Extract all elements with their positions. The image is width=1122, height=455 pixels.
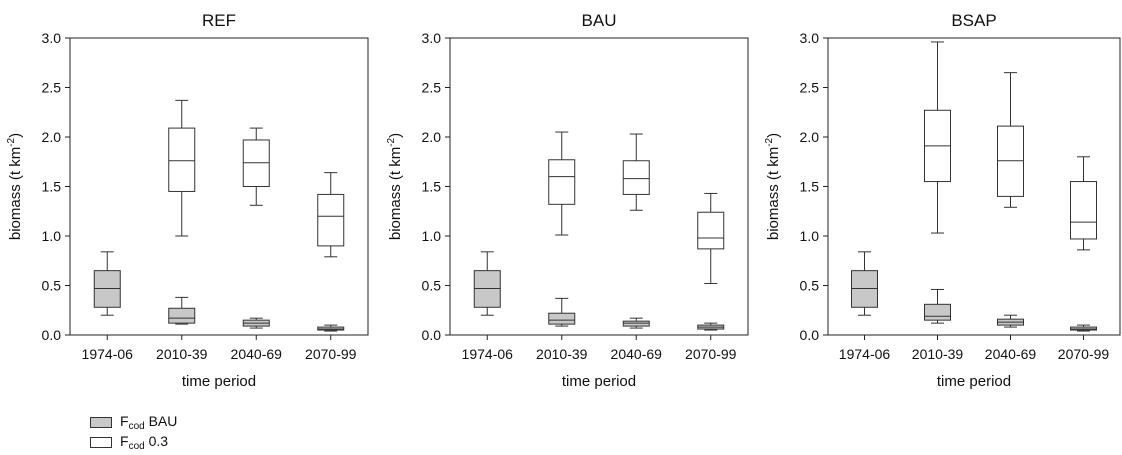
y-tick-label: 2.5 (800, 80, 820, 96)
x-tick-label: 2010-39 (912, 346, 964, 362)
x-tick-label: 1974-06 (462, 346, 514, 362)
y-tick-label: 0.5 (42, 278, 62, 294)
box-iqr (548, 159, 576, 205)
box-fcod-bau (1070, 324, 1097, 332)
chart-panel-2: BAU 0.0 0.5 1.0 1.5 2.0 2.5 3.0 1974-06 2010-39 20… (386, 11, 749, 390)
box-fcod-03 (548, 131, 576, 236)
x-tick-label: 2070-99 (685, 346, 737, 362)
x-tick-label: 1974-06 (82, 346, 134, 362)
box-iqr (1070, 181, 1097, 240)
box-fcod-bau (93, 251, 121, 316)
y-tick-label: 1.5 (422, 179, 442, 195)
box-iqr (168, 307, 196, 324)
box-fcod-bau (924, 288, 951, 324)
box-fcod-03 (1070, 156, 1097, 251)
chart-title: BAU (582, 11, 617, 30)
box-fcod-03 (924, 41, 951, 234)
chart-panel-1: REF 0.0 0.5 1.0 1.5 2.0 2.5 3.0 1974-06 2010-39 20… (6, 11, 369, 390)
chart-title: REF (202, 11, 236, 30)
box-iqr (168, 127, 196, 192)
x-tick-label: 2040-69 (611, 346, 663, 362)
y-tick-label: 3.0 (422, 30, 442, 46)
box-fcod-03 (168, 99, 196, 237)
legend-swatch-03 (90, 436, 112, 448)
x-tick-label: 1974-06 (839, 346, 891, 362)
y-tick-label: 2.5 (42, 80, 62, 96)
box-iqr (622, 160, 650, 195)
y-tick-label: 1.0 (422, 228, 442, 244)
box-fcod-bau (622, 317, 650, 329)
y-tick-label: 0.5 (422, 278, 442, 294)
y-tick-label: 2.0 (800, 129, 820, 145)
x-tick-label: 2070-99 (1058, 346, 1110, 362)
y-tick-label: 0.0 (800, 327, 820, 343)
y-tick-label: 2.5 (422, 80, 442, 96)
x-axis-label: time period (562, 373, 636, 390)
y-tick-label: 1.5 (42, 179, 62, 195)
x-tick-label: 2010-39 (156, 346, 208, 362)
box-fcod-03 (242, 127, 270, 206)
box-fcod-03 (997, 72, 1024, 208)
legend-swatch-bau (90, 416, 112, 428)
x-tick-label: 2010-39 (536, 346, 588, 362)
legend: Fcod BAU Fcod 0.3 (90, 412, 177, 452)
chart-title: BSAP (951, 11, 996, 30)
box-iqr (924, 303, 951, 321)
box-fcod-03 (622, 133, 650, 211)
y-tick-label: 3.0 (42, 30, 62, 46)
box-fcod-bau (473, 251, 501, 316)
y-tick-label: 2.0 (422, 129, 442, 145)
chart-svg: REF 0.0 0.5 1.0 1.5 2.0 2.5 3.0 1974-06 2010-39 20… (6, 11, 1121, 390)
box-fcod-bau (317, 324, 345, 332)
y-tick-label: 1.0 (800, 228, 820, 244)
y-tick-label: 2.0 (42, 129, 62, 145)
box-fcod-bau (548, 297, 576, 327)
y-axis-label: biomass (t km-2) (386, 133, 404, 240)
chart-panel-3: BSAP 0.0 0.5 1.0 1.5 2.0 2.5 3.0 1974-06 2010-39 2… (764, 11, 1121, 390)
box-fcod-bau (997, 314, 1024, 328)
y-axis-label: biomass (t km-2) (764, 133, 782, 240)
x-axis-label: time period (182, 373, 256, 390)
y-tick-label: 1.5 (800, 179, 820, 195)
box-iqr (317, 193, 345, 247)
y-tick-label: 0.0 (422, 327, 442, 343)
legend-label-03: Fcod 0.3 (120, 432, 169, 452)
x-tick-label: 2040-69 (985, 346, 1037, 362)
y-axis-label: biomass (t km-2) (6, 133, 24, 240)
box-fcod-bau (168, 296, 196, 325)
y-tick-label: 0.5 (800, 278, 820, 294)
box-fcod-bau (242, 317, 270, 329)
y-tick-label: 0.0 (42, 327, 62, 343)
x-axis-label: time period (937, 373, 1011, 390)
x-tick-label: 2070-99 (305, 346, 357, 362)
legend-item-bau: Fcod BAU (90, 412, 177, 432)
box-fcod-03 (317, 172, 345, 258)
y-tick-label: 1.0 (42, 228, 62, 244)
box-fcod-bau (697, 322, 725, 331)
box-fcod-bau (851, 251, 878, 316)
box-fcod-03 (697, 192, 725, 285)
box-iqr (697, 211, 725, 250)
box-iqr (548, 312, 576, 325)
y-tick-label: 3.0 (800, 30, 820, 46)
x-tick-label: 2040-69 (231, 346, 283, 362)
legend-item-03: Fcod 0.3 (90, 432, 177, 452)
legend-label-bau: Fcod BAU (120, 412, 178, 432)
